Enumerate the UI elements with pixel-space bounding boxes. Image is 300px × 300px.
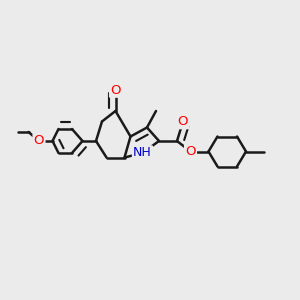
Text: O: O [178, 115, 188, 128]
Text: O: O [185, 145, 196, 158]
Text: O: O [34, 134, 44, 148]
Text: NH: NH [133, 146, 152, 160]
Text: O: O [110, 83, 121, 97]
